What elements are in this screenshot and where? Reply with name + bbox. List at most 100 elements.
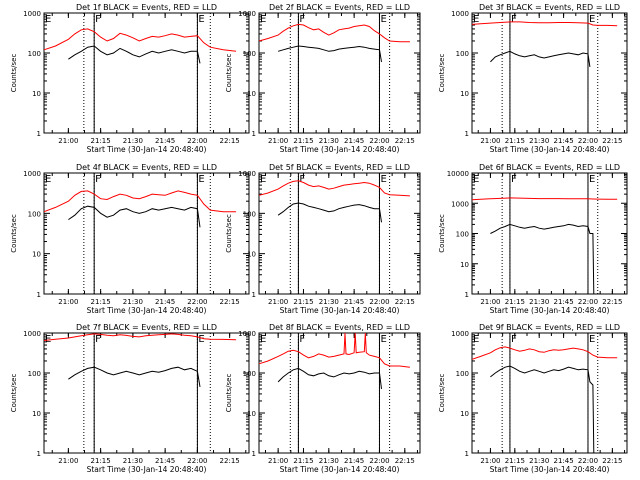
panel-title: Det 2f BLACK = Events, RED = LLD xyxy=(269,3,410,12)
series-line-lld xyxy=(43,28,237,52)
event-marker-label: E xyxy=(198,174,204,185)
plot-frame xyxy=(258,172,421,295)
series-line-lld xyxy=(43,190,237,213)
event-marker-label: F xyxy=(95,14,101,25)
panel-9: Det 9f BLACK = Events, RED = LLD 1 10 100 10… xyxy=(438,323,628,474)
series-line-events xyxy=(68,45,201,64)
x-tick-label: 21:15 xyxy=(505,457,525,465)
y-tick-label: 10 xyxy=(460,90,469,98)
event-marker-label: E xyxy=(45,334,51,345)
panel-title: Det 9f BLACK = Events, RED = LLD xyxy=(479,323,620,332)
x-tick-label: 22:15 xyxy=(395,457,415,465)
x-tick-label: 21:45 xyxy=(344,457,364,465)
x-tick-label: 22:15 xyxy=(395,137,415,145)
y-axis-label: Counts/sec xyxy=(438,54,446,93)
x-tick-label: 22:15 xyxy=(602,457,622,465)
x-tick-label: 21:00 xyxy=(480,457,500,465)
event-marker-label: E xyxy=(198,334,204,345)
y-tick-label: 10 xyxy=(247,90,256,98)
x-tick-label: 21:45 xyxy=(344,137,364,145)
x-tick-label: 21:15 xyxy=(293,137,313,145)
x-tick-label: 21:45 xyxy=(553,457,573,465)
x-tick-label: 21:30 xyxy=(529,298,549,306)
x-tick-label: 21:30 xyxy=(123,298,143,306)
event-marker-label: E xyxy=(380,14,386,25)
x-tick-label: 21:30 xyxy=(529,457,549,465)
series-line-lld xyxy=(471,21,618,27)
y-tick-label: 100 xyxy=(456,50,469,58)
event-marker-label: E xyxy=(473,334,479,345)
x-tick-label: 22:00 xyxy=(578,137,598,145)
x-tick-label: 22:00 xyxy=(369,457,389,465)
event-marker-label: E xyxy=(260,334,266,345)
panel-title: Det 1f BLACK = Events, RED = LLD xyxy=(76,3,217,12)
x-tick-label: 21:00 xyxy=(58,137,78,145)
y-axis-label: Counts/sec xyxy=(10,54,18,93)
x-tick-label: 21:30 xyxy=(123,457,143,465)
y-tick-label: 100 xyxy=(28,50,41,58)
event-marker-label: F xyxy=(511,14,517,25)
y-tick-label: 10 xyxy=(247,410,256,418)
plot-frame xyxy=(258,332,421,454)
y-tick-label: 1 xyxy=(37,291,41,299)
event-marker-label: E xyxy=(473,14,479,25)
x-axis-label: Start Time (30-Jan-14 20:48:40) xyxy=(490,145,610,154)
x-tick-label: 21:00 xyxy=(480,298,500,306)
y-tick-label: 1000 xyxy=(238,330,256,338)
series-line-lld xyxy=(258,180,410,197)
x-tick-label: 21:30 xyxy=(319,457,339,465)
y-axis-label: Counts/sec xyxy=(225,374,233,413)
event-marker-label: E xyxy=(45,14,51,25)
x-tick-label: 21:45 xyxy=(553,137,573,145)
x-axis-label: Start Time (30-Jan-14 20:48:40) xyxy=(490,465,610,474)
y-axis-label: Counts/sec xyxy=(10,214,18,253)
y-axis-label: Counts/sec xyxy=(438,374,446,413)
event-marker-label: F xyxy=(511,174,517,185)
y-tick-label: 1 xyxy=(252,450,256,458)
y-tick-label: 10 xyxy=(460,261,469,269)
y-tick-label: 10 xyxy=(32,251,41,259)
x-tick-label: 22:00 xyxy=(369,298,389,306)
panel-6: Det 6f BLACK = Events, RED = LLD 1 10 100 10… xyxy=(438,163,628,315)
y-tick-label: 1000 xyxy=(451,330,469,338)
y-tick-label: 100 xyxy=(456,370,469,378)
y-tick-label: 10 xyxy=(460,410,469,418)
y-tick-label: 1 xyxy=(465,450,469,458)
panel-1: Det 1f BLACK = Events, RED = LLD 1 10 100 10… xyxy=(10,3,250,154)
y-tick-label: 10000 xyxy=(447,170,469,178)
x-axis-label: Start Time (30-Jan-14 20:48:40) xyxy=(87,465,207,474)
y-tick-label: 1 xyxy=(465,130,469,138)
y-tick-label: 1 xyxy=(252,130,256,138)
y-tick-label: 100 xyxy=(28,370,41,378)
x-tick-label: 21:45 xyxy=(553,298,573,306)
series-line-events xyxy=(68,366,201,387)
y-tick-label: 100 xyxy=(28,210,41,218)
event-marker-label: E xyxy=(260,14,266,25)
y-tick-label: 1 xyxy=(465,291,469,299)
x-tick-label: 22:15 xyxy=(220,137,240,145)
x-tick-label: 22:00 xyxy=(578,457,598,465)
event-marker-label: E xyxy=(198,14,204,25)
x-axis-label: Start Time (30-Jan-14 20:48:40) xyxy=(87,145,207,154)
event-marker-label: F xyxy=(299,334,305,345)
event-marker-label: E xyxy=(45,174,51,185)
y-tick-label: 1000 xyxy=(23,170,41,178)
y-tick-label: 10 xyxy=(32,90,41,98)
series-line-events xyxy=(277,45,382,62)
x-tick-label: 21:00 xyxy=(268,137,288,145)
panel-3: Det 3f BLACK = Events, RED = LLD 1 10 100 10… xyxy=(438,3,628,154)
x-tick-label: 22:15 xyxy=(602,137,622,145)
x-tick-label: 21:30 xyxy=(529,137,549,145)
x-tick-label: 21:00 xyxy=(268,457,288,465)
panel-title: Det 4f BLACK = Events, RED = LLD xyxy=(76,163,217,172)
y-tick-label: 1000 xyxy=(451,200,469,208)
y-tick-label: 1 xyxy=(37,450,41,458)
x-axis-label: Start Time (30-Jan-14 20:48:40) xyxy=(87,306,207,315)
x-tick-label: 21:15 xyxy=(91,457,111,465)
y-axis-label: Counts/sec xyxy=(10,374,18,413)
panel-title: Det 5f BLACK = Events, RED = LLD xyxy=(269,163,410,172)
plot-frame xyxy=(471,12,628,134)
series-line-events xyxy=(490,365,595,454)
event-marker-label: E xyxy=(380,334,386,345)
event-marker-label: F xyxy=(511,334,517,345)
